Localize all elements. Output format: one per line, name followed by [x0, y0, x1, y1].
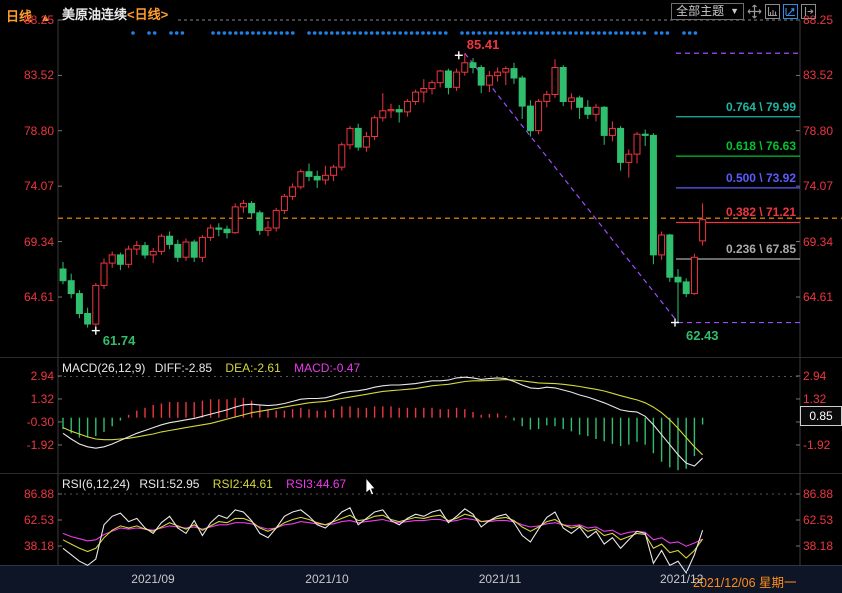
chart-arrow-icon[interactable] — [783, 3, 798, 19]
macd-diff-value: DIFF:-2.85 — [154, 361, 213, 375]
pan-icon[interactable] — [747, 4, 762, 19]
axis-scale-icon[interactable] — [765, 3, 780, 19]
macd-value-badge: 0.85 — [800, 406, 842, 426]
themes-dropdown-label: 全部主题 — [676, 3, 725, 18]
chevron-down-icon: ▼ — [730, 5, 739, 16]
symbol-name: 美原油连续 — [62, 7, 128, 22]
period-label: 日线 — [6, 9, 33, 24]
rsi1-value: RSI1:52.95 — [139, 477, 200, 491]
macd-name: MACD(26,12,9) — [62, 361, 146, 375]
period-tag: <日线> — [127, 7, 169, 22]
period-selector[interactable]: 日线 ▲ — [6, 6, 51, 25]
current-date-label: 2021/12/06 星期一 — [687, 571, 801, 592]
rsi2-value: RSI2:44.61 — [212, 477, 273, 491]
macd-macd-value: MACD:-0.47 — [294, 361, 361, 375]
collapse-right-icon[interactable] — [801, 3, 816, 19]
rsi-name: RSI(6,12,24) — [62, 477, 131, 491]
macd-header: MACD(26,12,9) DIFF:-2.85 DEA:-2.61 MACD:… — [62, 361, 360, 375]
page-title: 美原油连续<日线> — [62, 4, 168, 23]
themes-dropdown[interactable]: 全部主题 ▼ — [671, 2, 744, 20]
rsi-header: RSI(6,12,24) RSI1:52.95 RSI2:44.61 RSI3:… — [62, 477, 346, 491]
macd-dea-value: DEA:-2.61 — [225, 361, 281, 375]
triangle-up-icon: ▲ — [40, 12, 51, 24]
toolbar: 全部主题 ▼ — [671, 2, 816, 20]
rsi3-value: RSI3:44.67 — [286, 477, 347, 491]
